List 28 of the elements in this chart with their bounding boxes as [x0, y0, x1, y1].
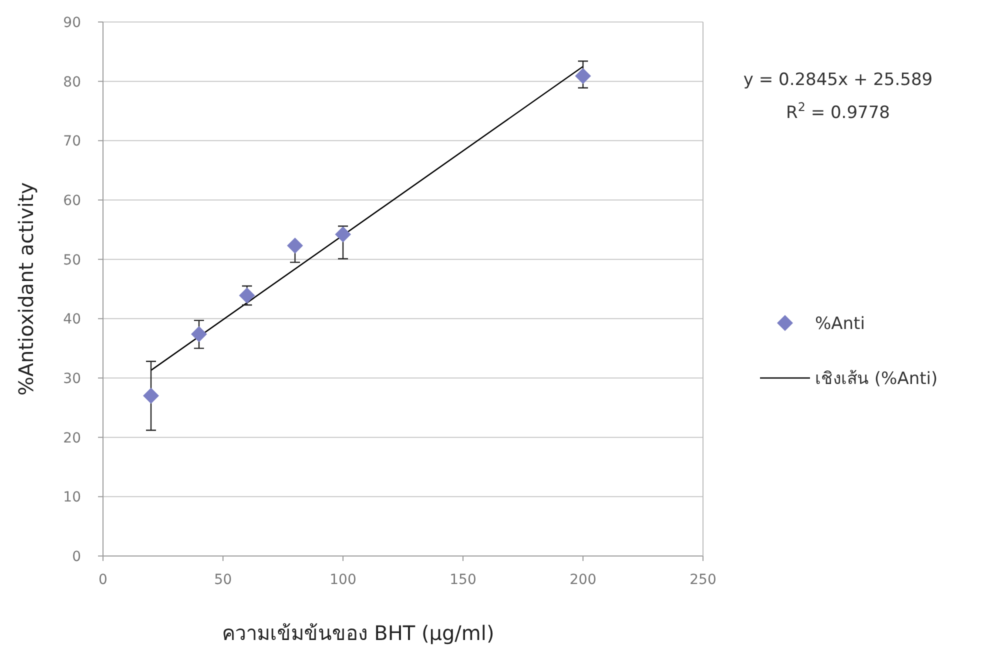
y-tick-label: 20	[63, 430, 81, 446]
y-tick-label: 30	[63, 371, 81, 387]
x-tick-label: 200	[570, 572, 596, 588]
point	[239, 288, 255, 304]
y-axis-title: %Antioxidant activity	[14, 182, 38, 396]
y-tick-label: 0	[72, 549, 81, 565]
x-tick-label: 0	[98, 572, 108, 588]
x-tick-label: 250	[690, 572, 716, 588]
y-tick-label: 80	[63, 74, 81, 90]
text: y = 0.2845x + 25.589	[743, 70, 933, 90]
text: R$^{2}$ = 0.9778	[786, 100, 890, 123]
y-tick-label: 70	[63, 134, 81, 150]
y-tick-label: 40	[63, 312, 81, 328]
point	[287, 238, 303, 254]
point	[335, 226, 351, 242]
y-tick-label: 10	[63, 490, 81, 506]
y-tick-label: 60	[63, 193, 81, 209]
x-tick-label: 150	[450, 572, 476, 588]
legend-label: เชิงเส้น (%Anti)	[815, 369, 938, 389]
x-tick-label: 100	[330, 572, 356, 588]
point	[191, 326, 207, 342]
y-tick-label: 50	[63, 252, 81, 268]
y-tick-label: 90	[63, 15, 81, 31]
point	[575, 68, 591, 84]
legend-label: %Anti	[815, 314, 865, 334]
x-axis-title: ความเข้มข้นของ BHT (µg/ml)	[222, 621, 494, 645]
x-tick-label: 50	[214, 572, 232, 588]
point	[143, 388, 159, 404]
